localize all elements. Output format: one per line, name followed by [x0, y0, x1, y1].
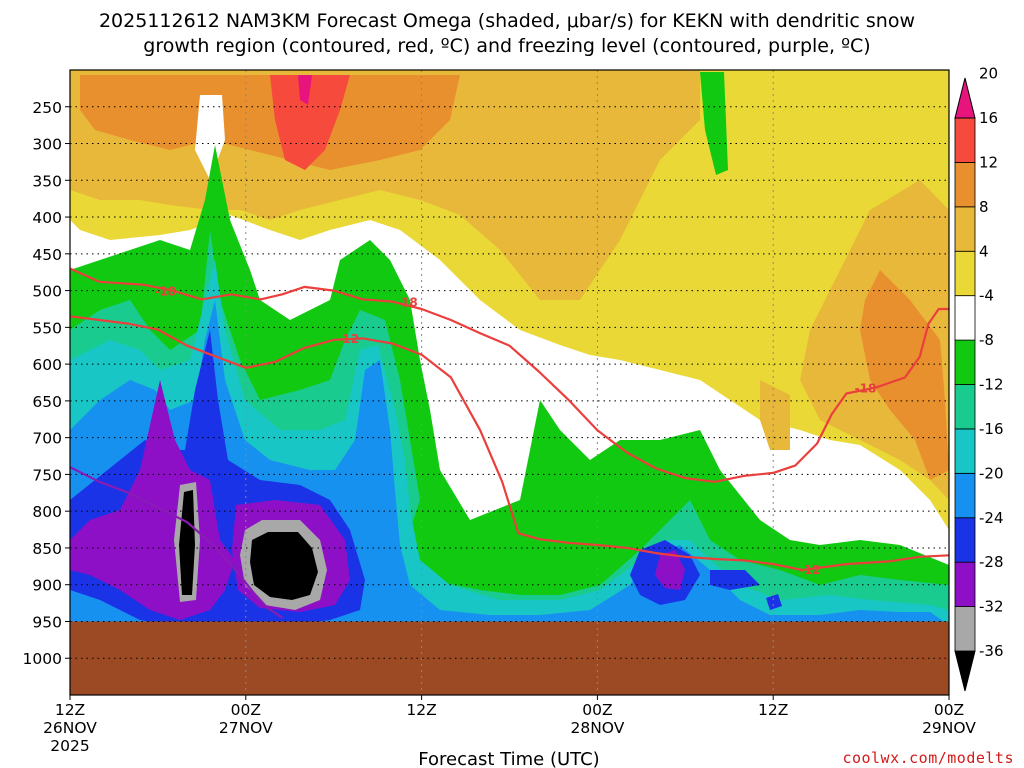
colorbar-label: 16	[979, 109, 998, 127]
y-tick-label: 550	[32, 319, 62, 337]
x-axis-label: Forecast Time (UTC)	[418, 749, 599, 768]
colorbar-label: -32	[979, 598, 1004, 616]
colorbar-arrow-low	[954, 650, 976, 692]
colorbar-swatch	[954, 206, 976, 252]
colorbar-label: -28	[979, 553, 1004, 571]
x-tick-label: 00Z	[231, 701, 261, 719]
omega-shade-16	[270, 75, 350, 170]
site-credit: coolwx.com/modelts	[842, 749, 1014, 767]
omega-shade-20	[298, 75, 312, 105]
contour-label-dgz-18: -18	[154, 284, 176, 298]
y-tick-label: 750	[32, 466, 62, 484]
colorbar-swatch	[954, 561, 976, 607]
colorbar-swatch	[954, 295, 976, 341]
colorbar-swatch	[954, 517, 976, 563]
colorbar-label: -8	[979, 331, 994, 349]
x-tick-label: 12Z	[406, 701, 436, 719]
colorbar-swatch	[954, 339, 976, 385]
colorbar-label: -16	[979, 420, 1004, 438]
y-tick-label: 800	[32, 503, 62, 521]
colorbar-swatch	[954, 384, 976, 430]
x-tick-label: 29NOV	[922, 719, 976, 737]
colorbar-label: -36	[979, 642, 1004, 660]
colorbar-swatch	[954, 606, 976, 652]
y-tick-label: 300	[32, 136, 62, 154]
colorbar-swatch	[954, 117, 976, 163]
y-tick-label: 350	[32, 172, 62, 190]
colorbar-label: -20	[979, 464, 1004, 482]
y-tick-label: 850	[32, 540, 62, 558]
contour-dgz-18	[70, 267, 949, 483]
colorbar-label: 20	[979, 65, 998, 83]
contour-freezing-0	[70, 466, 284, 619]
x-tick-label: 12Z	[55, 701, 85, 719]
colorbar-label: -4	[979, 287, 994, 305]
y-tick-label: 900	[32, 577, 62, 595]
contour-label-dgz-12: -12	[338, 332, 360, 346]
omega-shade-neg20d	[766, 594, 782, 610]
x-tick-label: 00Z	[582, 701, 612, 719]
omega-shade-neg36b	[250, 532, 318, 600]
y-tick-label: 950	[32, 613, 62, 631]
contour-label-dgz-12: -12	[799, 563, 821, 577]
omega-shading	[70, 70, 949, 655]
x-tick-label: 28NOV	[570, 719, 624, 737]
y-tick-label: 500	[32, 283, 62, 301]
chart-title-line2: growth region (contoured, red, ºC) and f…	[143, 35, 870, 57]
y-tick-label: 650	[32, 393, 62, 411]
ground-below-surface	[70, 621, 949, 695]
omega-shade-neg4-top-green	[700, 72, 728, 175]
x-tick-label: 12Z	[758, 701, 788, 719]
y-tick-label: 700	[32, 430, 62, 448]
colorbar-swatch	[954, 472, 976, 519]
colorbar: -36 -32 -28 -24 -20 -16 -12 -8 -4 4 8 12 16 20	[954, 65, 1004, 692]
x-tick-label: 27NOV	[219, 719, 273, 737]
colorbar-label: 12	[979, 153, 998, 171]
colorbar-swatch	[954, 250, 976, 297]
plot-frame	[69, 69, 950, 696]
colorbar-label: -24	[979, 509, 1004, 527]
colorbar-label: 8	[979, 198, 989, 216]
colorbar-swatch	[954, 162, 976, 208]
colorbar-label: -12	[979, 376, 1004, 394]
plot-area: -18 -18 -18 -12 -12	[70, 70, 949, 695]
x-tick-label: 00Z	[934, 701, 964, 719]
x-tick-label: 26NOV	[43, 719, 97, 737]
contour-lines: -18 -18 -18 -12 -12	[70, 267, 949, 619]
omega-shade-12	[80, 75, 460, 170]
gridlines	[70, 70, 949, 695]
y-tick-label: 450	[32, 246, 62, 264]
omega-shade-neg36	[179, 490, 195, 595]
chart-title-line1: 2025112612 NAM3KM Forecast Omega (shaded…	[99, 10, 915, 32]
contour-label-dgz-18: -18	[396, 295, 418, 309]
colorbar-arrow-high	[954, 77, 976, 119]
y-tick-label: 250	[32, 99, 62, 117]
y-tick-label: 600	[32, 356, 62, 374]
omega-shade-8c	[760, 380, 790, 450]
colorbar-swatch	[954, 428, 976, 474]
x-tick-label: 2025	[50, 737, 89, 755]
y-tick-label: 400	[32, 209, 62, 227]
omega-shade-12b	[860, 270, 949, 480]
contour-label-dgz-18: -18	[855, 381, 877, 395]
contour-dgz-12	[70, 315, 949, 572]
y-axis-ticks: 250 300 350 400 450 500 550 600 650 700 750 800 850 9…	[23, 99, 70, 668]
colorbar-label: 4	[979, 242, 989, 260]
y-tick-label: 1000	[23, 650, 62, 668]
omega-shade-neg24b	[655, 550, 685, 590]
